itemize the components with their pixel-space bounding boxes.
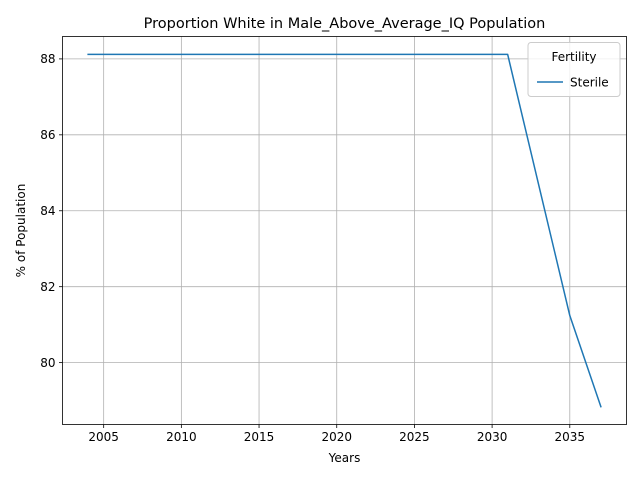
x-tick-label: 2005 [88,430,119,444]
y-tick-label: 84 [40,204,55,218]
x-tick-label: 2025 [399,430,430,444]
x-tick-label: 2015 [244,430,275,444]
y-tick-label: 86 [40,128,55,142]
x-tick-label: 2010 [166,430,197,444]
y-axis-ticks: 80 82 84 86 88 [40,52,63,370]
series-line-sterile [87,53,602,408]
x-tick-label: 2035 [555,430,586,444]
plot-frame [62,36,627,425]
chart-title: Proportion White in Male_Above_Average_I… [144,16,546,32]
legend-title: Fertility [551,50,596,64]
series-lines [87,53,602,408]
legend-box [527,42,621,97]
legend: Fertility Sterile [527,42,621,97]
y-tick-label: 88 [40,52,55,66]
legend-label-sterile: Sterile [570,76,609,90]
x-tick-label: 2020 [321,430,352,444]
y-tick-label: 80 [40,356,55,370]
x-tick-label: 2030 [477,430,508,444]
y-axis-label: % of Population [14,184,28,278]
x-axis-label: Years [328,451,361,465]
grid-lines [62,36,627,425]
x-axis-ticks: 2005 2010 2015 2020 2025 2030 2035 [88,424,586,444]
y-tick-label: 82 [40,280,55,294]
